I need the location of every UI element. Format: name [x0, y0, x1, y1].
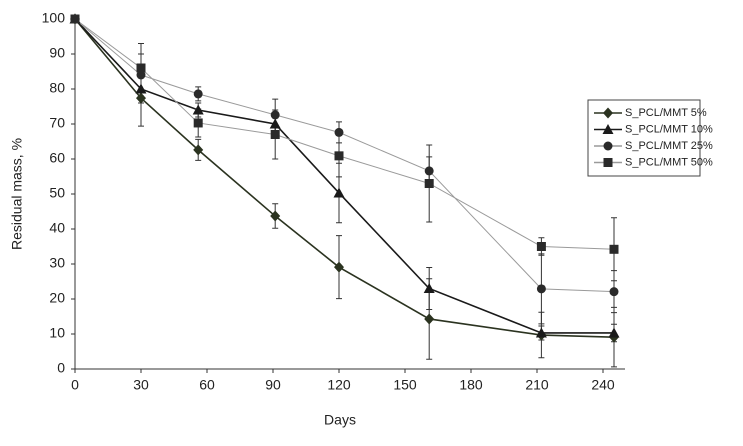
- series-line: [74, 18, 615, 293]
- y-tick-label: 70: [49, 115, 65, 131]
- x-tick-label: 180: [459, 377, 483, 393]
- series-line: [74, 18, 615, 338]
- y-tick-label: 10: [49, 325, 65, 341]
- data-point: [334, 127, 344, 137]
- legend-label: S_PCL/MMT 50%: [625, 156, 713, 168]
- data-point: [192, 104, 204, 115]
- data-point: [609, 244, 619, 254]
- legend-marker: [603, 107, 613, 119]
- x-tick-label: 210: [525, 377, 549, 393]
- data-point: [333, 187, 345, 198]
- data-point: [193, 89, 203, 99]
- legend-label: S_PCL/MMT 25%: [625, 140, 713, 152]
- data-point: [193, 144, 204, 156]
- x-tick-label: 60: [199, 377, 215, 393]
- y-tick-label: 0: [57, 360, 65, 376]
- x-tick-label: 30: [133, 377, 149, 393]
- legend-label: S_PCL/MMT 5%: [625, 107, 707, 119]
- y-axis-label: Residual mass, %: [9, 138, 25, 250]
- legend-label: S_PCL/MMT 10%: [625, 123, 713, 135]
- legend: S_PCL/MMT 5% S_PCL/MMT 10% S_PCL/MMT 25% S_…: [587, 99, 713, 177]
- legend-marker: [603, 141, 613, 151]
- data-point: [424, 313, 435, 325]
- data-point: [270, 130, 280, 139]
- data-point: [535, 327, 547, 338]
- y-tick-label: 90: [49, 45, 65, 61]
- data-point: [609, 287, 619, 297]
- y-tick-label: 20: [49, 290, 65, 306]
- data-point: [334, 151, 344, 161]
- data-point: [136, 63, 146, 73]
- data-point: [424, 166, 434, 176]
- x-tick-label: 150: [393, 377, 417, 393]
- y-tick-label: 40: [49, 220, 65, 236]
- series-line: [74, 18, 615, 250]
- data-point: [536, 242, 546, 251]
- x-axis-label: Days: [324, 412, 356, 428]
- legend-marker: [602, 124, 614, 134]
- x-tick-label: 0: [71, 377, 79, 393]
- data-point: [135, 83, 147, 94]
- data-point: [536, 284, 546, 294]
- y-tick-label: 80: [49, 80, 65, 96]
- legend-marker: [603, 158, 613, 167]
- x-tick-label: 90: [265, 377, 281, 393]
- data-point: [136, 70, 146, 80]
- data-point: [423, 283, 435, 293]
- data-point: [193, 118, 203, 128]
- data-point: [269, 118, 281, 129]
- data-point: [608, 327, 620, 338]
- data-point: [424, 179, 434, 188]
- y-tick-label: 100: [42, 10, 66, 26]
- x-tick-label: 120: [327, 377, 351, 393]
- data-point: [270, 210, 281, 222]
- y-tick-label: 50: [49, 185, 65, 201]
- x-tick-label: 240: [591, 377, 615, 393]
- data-point: [136, 92, 146, 104]
- data-point: [334, 261, 344, 273]
- data-point: [70, 14, 80, 24]
- data-point: [270, 110, 280, 120]
- series-line: [74, 18, 614, 334]
- y-tick-label: 30: [49, 255, 65, 271]
- y-tick-label: 60: [49, 150, 65, 166]
